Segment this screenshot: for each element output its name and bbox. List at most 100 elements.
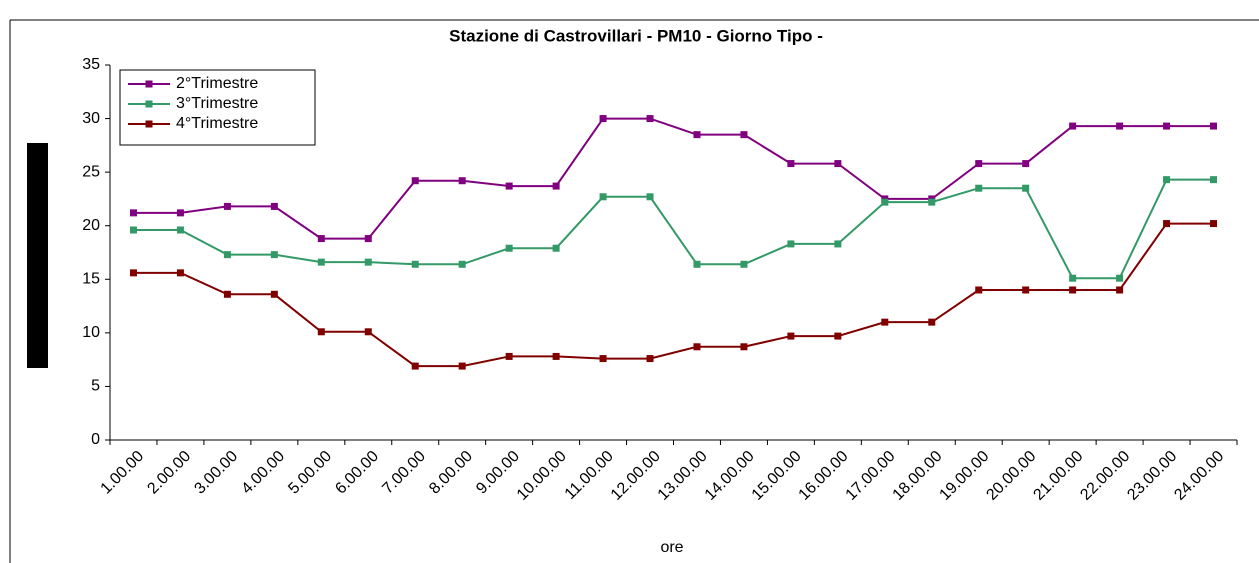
point	[176, 209, 184, 217]
point	[881, 318, 889, 326]
x-tick-label: 16.00.00	[796, 448, 852, 504]
x-tick-label: 7.00.00	[379, 448, 429, 498]
point	[1116, 286, 1124, 294]
x-tick-label: 21.00.00	[1030, 448, 1086, 504]
y-tick-label: 15	[82, 271, 100, 288]
point	[129, 209, 137, 217]
point	[458, 177, 466, 185]
x-tick-label: 4.00.00	[238, 448, 288, 498]
legend-marker	[145, 120, 153, 128]
point	[317, 328, 325, 336]
point	[1210, 122, 1218, 130]
point	[599, 193, 607, 201]
legend-label: 2°Trimestre	[176, 75, 258, 92]
y-tick-label: 10	[82, 324, 100, 341]
point	[458, 362, 466, 370]
x-tick-label: 23.00.00	[1124, 448, 1180, 504]
point	[364, 258, 372, 266]
point	[223, 290, 231, 298]
point	[552, 352, 560, 360]
point	[1069, 122, 1077, 130]
point	[599, 115, 607, 123]
series-line	[133, 117, 1214, 240]
point	[552, 182, 560, 190]
point	[129, 226, 137, 234]
x-tick-label: 10.00.00	[514, 448, 570, 504]
chart-title: Stazione di Castrovillari - PM10 - Giorn…	[449, 26, 823, 45]
y-tick-label: 25	[82, 163, 100, 180]
point	[129, 269, 137, 277]
point	[693, 260, 701, 268]
redacted-label	[27, 143, 48, 368]
point	[1069, 286, 1077, 294]
series-line	[133, 222, 1214, 368]
point	[458, 260, 466, 268]
x-tick-label: 24.00.00	[1171, 448, 1227, 504]
point	[505, 352, 513, 360]
point	[834, 240, 842, 248]
point	[1022, 160, 1030, 168]
point	[552, 244, 560, 252]
x-tick-label: 1.00.00	[98, 448, 148, 498]
point	[975, 184, 983, 192]
y-tick-label: 35	[82, 56, 100, 73]
point	[1022, 184, 1030, 192]
point	[1210, 220, 1218, 228]
x-tick-label: 17.00.00	[843, 448, 899, 504]
point	[975, 160, 983, 168]
point	[1069, 274, 1077, 282]
x-tick-label: 11.00.00	[562, 448, 617, 503]
point	[505, 182, 513, 190]
point	[646, 193, 654, 201]
point	[787, 332, 795, 340]
point	[176, 269, 184, 277]
y-tick-label: 0	[91, 431, 100, 448]
point	[176, 226, 184, 234]
point	[740, 260, 748, 268]
y-tick-label: 30	[82, 110, 100, 127]
point	[1210, 176, 1218, 184]
x-tick-label: 13.00.00	[655, 448, 711, 504]
point	[646, 355, 654, 363]
x-tick-label: 8.00.00	[426, 448, 476, 498]
point	[1116, 122, 1124, 130]
x-tick-label: 14.00.00	[702, 448, 758, 504]
point	[1163, 220, 1171, 228]
series-line	[133, 178, 1214, 280]
point	[928, 198, 936, 206]
point	[1163, 176, 1171, 184]
point	[928, 318, 936, 326]
point	[270, 290, 278, 298]
x-tick-label: 6.00.00	[332, 448, 382, 498]
x-tick-label: 20.00.00	[983, 448, 1039, 504]
point	[646, 115, 654, 123]
point	[740, 131, 748, 139]
point	[834, 160, 842, 168]
x-tick-label: 22.00.00	[1077, 448, 1133, 504]
point	[364, 328, 372, 336]
point	[411, 177, 419, 185]
legend-label: 4°Trimestre	[176, 115, 258, 132]
point	[1163, 122, 1171, 130]
point	[834, 332, 842, 340]
point	[693, 131, 701, 139]
legend-marker	[145, 100, 153, 108]
x-axis-label: ore	[660, 539, 683, 556]
point	[505, 244, 513, 252]
point	[787, 160, 795, 168]
point	[317, 258, 325, 266]
x-tick-label: 19.00.00	[936, 448, 992, 504]
point	[411, 362, 419, 370]
x-tick-label: 12.00.00	[608, 448, 664, 504]
point	[317, 235, 325, 243]
point	[787, 240, 795, 248]
y-tick-label: 5	[91, 378, 100, 395]
x-tick-label: 3.00.00	[191, 448, 241, 498]
x-tick-label: 5.00.00	[285, 448, 335, 498]
x-tick-label: 18.00.00	[890, 448, 946, 504]
point	[364, 235, 372, 243]
point	[881, 198, 889, 206]
point	[599, 355, 607, 363]
legend-label: 3°Trimestre	[176, 95, 258, 112]
